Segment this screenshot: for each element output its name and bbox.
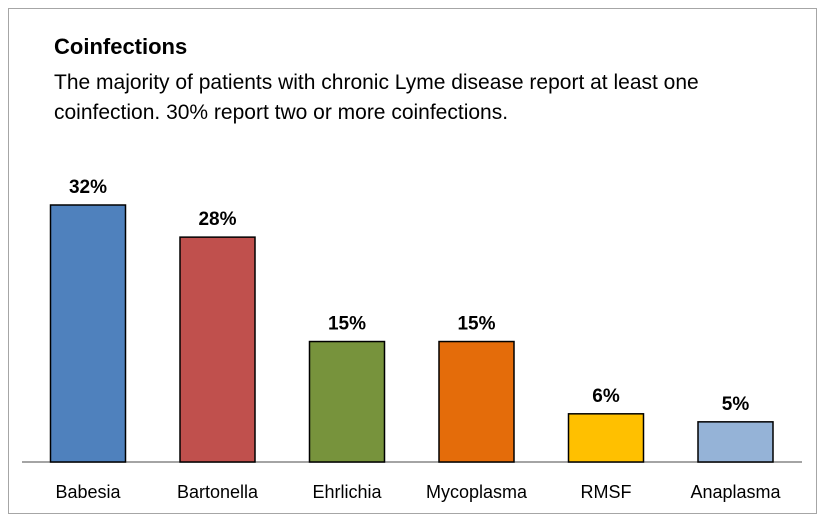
bar-ehrlichia (308, 340, 386, 463)
category-label-anaplasma: Anaplasma (690, 482, 781, 502)
category-label-babesia: Babesia (55, 482, 121, 502)
chart-frame (8, 8, 817, 514)
category-label-mycoplasma: Mycoplasma (426, 482, 528, 502)
category-label-rmsf: RMSF (581, 482, 632, 502)
category-label-bartonella: Bartonella (177, 482, 259, 502)
bar-babesia (49, 204, 127, 463)
bar-rmsf (567, 413, 645, 463)
bar-mycoplasma (438, 340, 515, 463)
chart-title: Coinfections (54, 34, 188, 59)
bar-bartonella (179, 236, 256, 463)
value-label-rmsf: 6% (592, 386, 620, 407)
value-label-babesia: 32% (69, 177, 107, 198)
value-label-anaplasma: 5% (722, 394, 750, 415)
value-label-mycoplasma: 15% (457, 314, 495, 335)
value-label-bartonella: 28% (198, 209, 236, 230)
value-label-ehrlichia: 15% (328, 314, 366, 335)
category-label-ehrlichia: Ehrlichia (312, 482, 382, 502)
chart-subtitle: The majority of patients with chronic Ly… (54, 71, 699, 124)
bar-anaplasma (697, 421, 774, 463)
